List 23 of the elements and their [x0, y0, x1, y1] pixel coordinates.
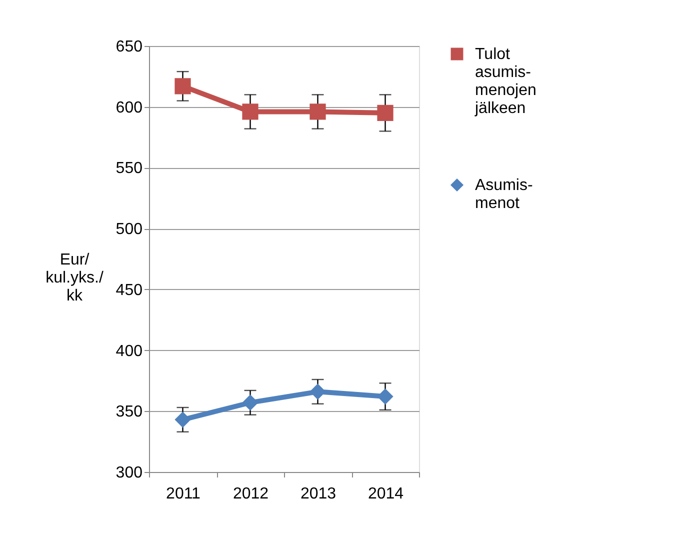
y-tick-label: 500	[116, 221, 143, 238]
x-tick-label: 2014	[368, 486, 404, 502]
point	[377, 388, 394, 405]
point	[310, 104, 326, 120]
y-tick-label: 450	[116, 282, 143, 299]
x-tick-label: 2011	[166, 486, 201, 502]
x-tick-label: 2013	[300, 486, 336, 502]
y-tick-label: 300	[116, 464, 143, 482]
x-tick-label: 2012	[232, 486, 269, 502]
point	[310, 384, 326, 400]
legend-label: Tulot asumis-menojen jälkeen	[474, 46, 536, 117]
y-tick-label: 350	[116, 404, 143, 421]
point	[174, 412, 191, 428]
y-tick-label: 650	[116, 38, 143, 56]
point	[242, 104, 258, 120]
point	[377, 104, 394, 122]
legend-label: Asumis-menot	[475, 177, 533, 212]
y-tick-label: 550	[116, 160, 143, 178]
y-tick-label: 600	[116, 99, 143, 116]
y-tick-label: 400	[116, 342, 143, 360]
y-axis-title: Eur/kul.yks./kk	[46, 252, 104, 304]
point	[174, 78, 191, 94]
point	[242, 394, 258, 411]
